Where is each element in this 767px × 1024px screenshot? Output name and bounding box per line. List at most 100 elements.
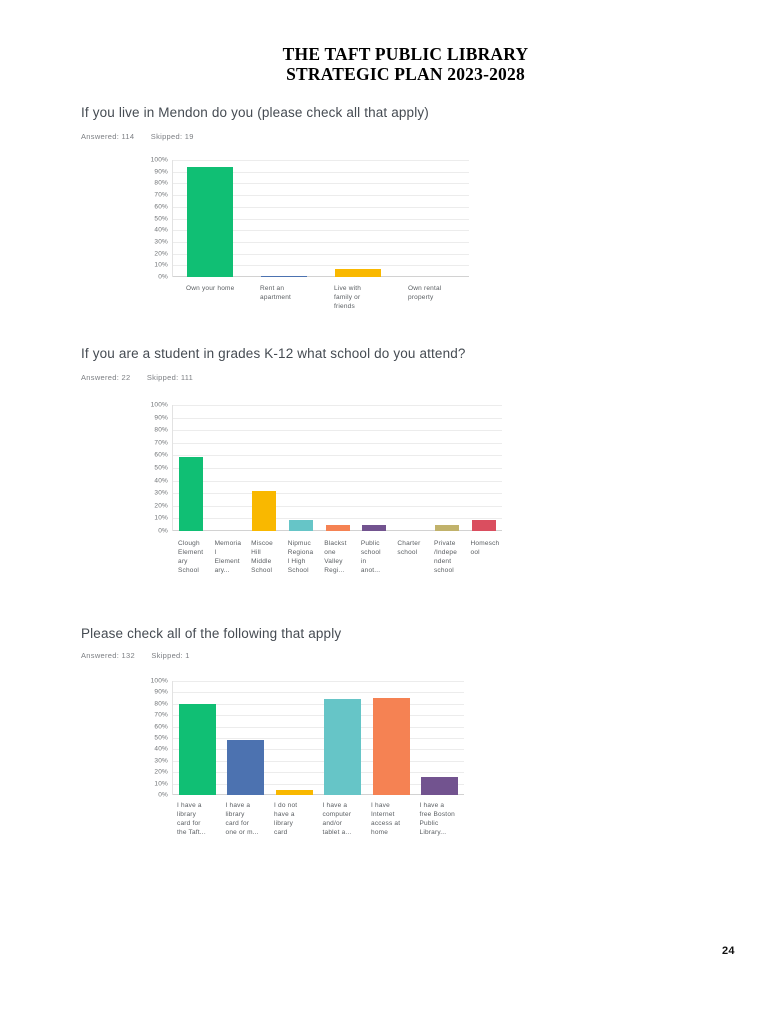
bar-slot bbox=[429, 405, 466, 531]
y-tick-label: 0% bbox=[158, 791, 168, 799]
bar-6 bbox=[421, 776, 459, 795]
y-tick-label: 0% bbox=[158, 527, 168, 535]
x-axis-labels: Clough Element ary School Memoria l Eleme… bbox=[172, 539, 501, 575]
bar-slot bbox=[356, 405, 393, 531]
y-tick-label: 30% bbox=[154, 757, 168, 765]
gridline bbox=[173, 417, 502, 419]
bar-chart-school-attended: 100% 90% 80% 70% 60% 50% 40% 30% 20% 10% 0% Clough… bbox=[140, 401, 503, 595]
gridline bbox=[173, 218, 469, 220]
bar-chart-library-access: 100% 90% 80% 70% 60% 50% 40% 30% 20% 10% 0% I have… bbox=[140, 678, 464, 846]
y-tick-label: 70% bbox=[154, 711, 168, 719]
gridline bbox=[173, 230, 469, 232]
question-1-response-meta: Answered: 114 Skipped: 19 bbox=[81, 132, 194, 141]
bar-1 bbox=[178, 704, 216, 795]
gridline bbox=[173, 760, 464, 762]
gridline bbox=[173, 703, 464, 705]
bar-2 bbox=[227, 739, 265, 795]
y-tick-label: 30% bbox=[154, 238, 168, 246]
bar-5 bbox=[325, 525, 350, 531]
gridline bbox=[173, 430, 502, 432]
gridline bbox=[173, 692, 464, 694]
x-category-label: I do not have a library card bbox=[274, 802, 298, 836]
y-tick-label: 60% bbox=[154, 203, 168, 211]
bar-chart-mendon-residence: 100% 90% 80% 70% 60% 50% 40% 30% 20% 10% 0% Own yo… bbox=[140, 156, 469, 330]
y-axis: 100% 90% 80% 70% 60% 50% 40% 30% 20% 10% 0% bbox=[140, 156, 172, 281]
page-number: 24 bbox=[722, 945, 735, 957]
bar-9 bbox=[471, 519, 496, 531]
x-category-label: I have a computer and/or tablet a... bbox=[322, 802, 352, 836]
bar-slot bbox=[173, 681, 222, 795]
x-category-label: Live with family or friends bbox=[334, 285, 362, 310]
bar-slot bbox=[210, 405, 247, 531]
x-category-label: I have a library card for one or m... bbox=[225, 802, 259, 836]
x-category-label: Memoria l Element ary... bbox=[214, 540, 242, 574]
bar-slot bbox=[466, 405, 503, 531]
y-tick-label: 20% bbox=[154, 502, 168, 510]
question-2-response-meta: Answered: 22 Skipped: 111 bbox=[81, 373, 193, 382]
x-category-label: Private /Indepe ndent school bbox=[433, 540, 458, 574]
x-category-label: Blackst one Valley Regi... bbox=[324, 540, 347, 574]
x-axis-line bbox=[173, 794, 464, 795]
question-1-answered-count: Answered: 114 bbox=[81, 132, 135, 141]
bars-container bbox=[173, 681, 464, 795]
x-category-label: Public school in anot... bbox=[360, 540, 381, 574]
y-tick-label: 20% bbox=[154, 768, 168, 776]
bar-slot bbox=[392, 405, 429, 531]
bar-slot bbox=[173, 160, 247, 277]
bar-slot bbox=[247, 160, 321, 277]
x-category-label: Rent an apartment bbox=[260, 285, 292, 301]
question-2-title: If you are a student in grades K-12 what… bbox=[81, 346, 466, 361]
y-tick-label: 90% bbox=[154, 168, 168, 176]
gridline bbox=[173, 442, 502, 444]
y-tick-label: 0% bbox=[158, 273, 168, 281]
x-category-label: Clough Element ary School bbox=[178, 540, 204, 574]
bar-slot bbox=[270, 681, 319, 795]
y-tick-label: 90% bbox=[154, 688, 168, 696]
gridline bbox=[173, 480, 502, 482]
x-category-label: Charter school bbox=[397, 540, 421, 556]
bar-slot bbox=[283, 405, 320, 531]
x-category-label: Own rental property bbox=[408, 285, 442, 301]
bar-2 bbox=[261, 275, 307, 277]
x-category-label: Miscoe Hill Middle School bbox=[251, 540, 273, 574]
question-2-skipped-count: Skipped: 111 bbox=[146, 373, 194, 382]
y-tick-label: 80% bbox=[154, 179, 168, 187]
bar-5 bbox=[372, 698, 410, 795]
y-tick-label: 10% bbox=[154, 514, 168, 522]
bar-slot bbox=[173, 405, 210, 531]
y-tick-label: 100% bbox=[150, 401, 168, 409]
bar-slot bbox=[416, 681, 465, 795]
bar-4 bbox=[324, 699, 362, 795]
gridline bbox=[173, 253, 469, 255]
bar-8 bbox=[435, 525, 460, 531]
bars-container bbox=[173, 160, 469, 277]
y-tick-label: 70% bbox=[154, 439, 168, 447]
y-tick-label: 10% bbox=[154, 780, 168, 788]
question-3-title: Please check all of the following that a… bbox=[81, 626, 342, 641]
gridline bbox=[173, 772, 464, 774]
y-tick-label: 50% bbox=[154, 464, 168, 472]
y-tick-label: 100% bbox=[150, 156, 168, 164]
gridline bbox=[173, 505, 502, 507]
gridline bbox=[173, 749, 464, 751]
gridline bbox=[173, 715, 464, 717]
y-tick-label: 20% bbox=[154, 250, 168, 258]
x-category-label: Homesch ool bbox=[470, 540, 500, 556]
gridline bbox=[173, 171, 469, 173]
bar-slot bbox=[222, 681, 271, 795]
x-category-label: I have a library card for the Taft... bbox=[177, 802, 206, 836]
gridline bbox=[173, 405, 502, 406]
x-category-label: I have Internet access at home bbox=[371, 802, 401, 836]
gridline bbox=[173, 518, 502, 520]
y-tick-label: 50% bbox=[154, 734, 168, 742]
bar-4 bbox=[288, 519, 313, 531]
bar-slot bbox=[367, 681, 416, 795]
bar-slot bbox=[246, 405, 283, 531]
bar-1 bbox=[187, 167, 233, 277]
document-title-line2: STRATEGIC PLAN 2023-2028 bbox=[286, 64, 525, 84]
y-tick-label: 40% bbox=[154, 226, 168, 234]
gridline bbox=[173, 160, 469, 161]
y-tick-label: 80% bbox=[154, 426, 168, 434]
bar-slot bbox=[319, 681, 368, 795]
